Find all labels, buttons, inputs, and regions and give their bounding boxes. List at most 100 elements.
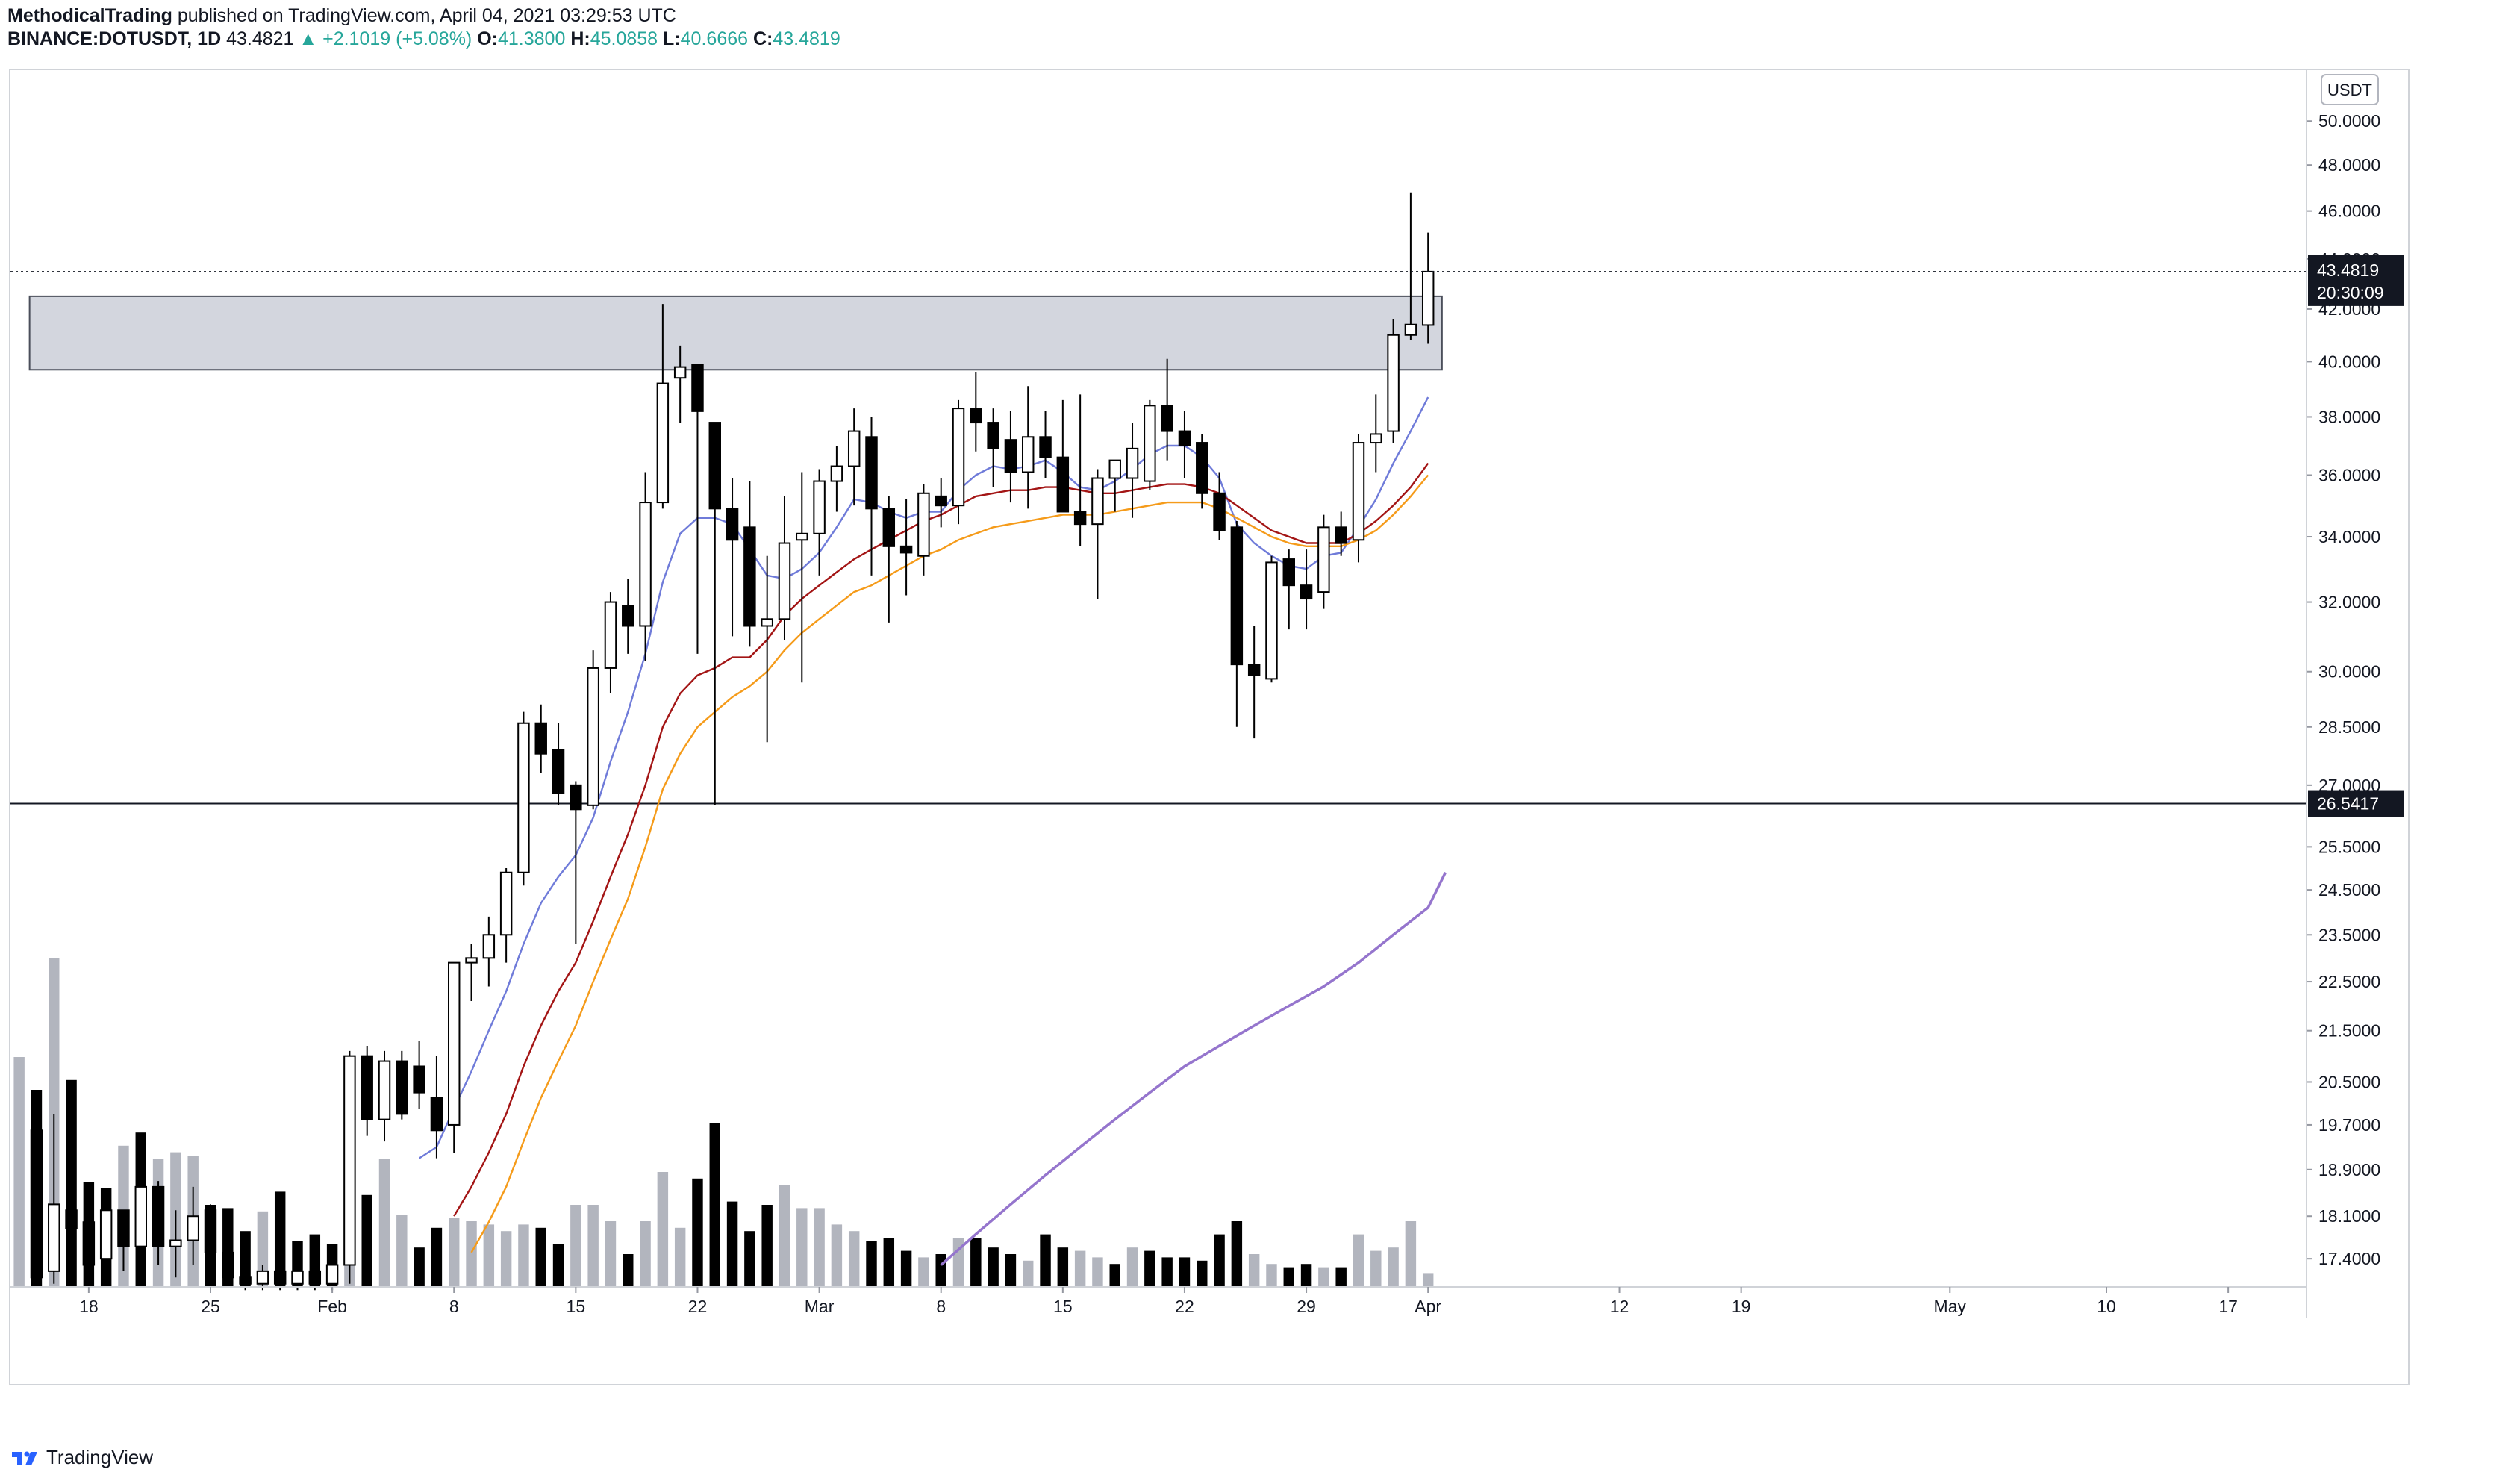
price-tick-label: 32.0000 bbox=[2318, 593, 2380, 612]
candle-body bbox=[1039, 436, 1052, 458]
chart-frame: USDT50.000048.000046.000044.000042.00004… bbox=[9, 69, 2410, 1385]
price-tick-label: 38.0000 bbox=[2318, 407, 2380, 426]
candle-body bbox=[1022, 436, 1035, 473]
time-tick-label: 8 bbox=[449, 1297, 459, 1316]
price-tick-label: 50.0000 bbox=[2318, 111, 2380, 131]
volume-bar bbox=[414, 1247, 425, 1287]
time-tick-label: Mar bbox=[805, 1297, 835, 1316]
price-tick-label: 17.4000 bbox=[2318, 1249, 2380, 1268]
candle-body bbox=[1247, 664, 1261, 676]
price-tick-label: 25.5000 bbox=[2318, 837, 2380, 856]
support-line-tag bbox=[2308, 790, 2404, 817]
candle-body bbox=[1213, 492, 1226, 531]
volume-bar bbox=[1109, 1264, 1120, 1287]
volume-bar bbox=[848, 1231, 860, 1287]
volume-bar bbox=[988, 1247, 999, 1287]
candle-body bbox=[1056, 456, 1070, 513]
volume-bar bbox=[535, 1227, 546, 1287]
price-tick-label: 40.0000 bbox=[2318, 352, 2380, 371]
price-tick-label: 48.0000 bbox=[2318, 155, 2380, 175]
volume-bar bbox=[1266, 1264, 1277, 1287]
volume-bar bbox=[1214, 1234, 1225, 1287]
volume-bar bbox=[1197, 1260, 1208, 1287]
symbol-name[interactable]: BINANCE:DOTUSDT, 1D bbox=[7, 28, 222, 49]
volume-bar bbox=[1092, 1257, 1103, 1287]
volume-bar bbox=[500, 1231, 512, 1287]
volume-bar bbox=[570, 1205, 581, 1287]
candle-body bbox=[430, 1097, 443, 1132]
moving-average-line bbox=[470, 474, 1429, 1253]
price-tick-label: 18.1000 bbox=[2318, 1206, 2380, 1226]
volume-bar bbox=[1353, 1234, 1364, 1287]
resistance-zone bbox=[28, 295, 1443, 371]
candle-body bbox=[378, 1060, 391, 1120]
time-tick-label: 8 bbox=[936, 1297, 946, 1316]
candle-body bbox=[691, 364, 704, 412]
candle-body bbox=[1108, 459, 1121, 479]
footer-brand[interactable]: TradingView bbox=[46, 1445, 154, 1468]
candle-body bbox=[865, 436, 878, 510]
candle-body bbox=[1196, 442, 1208, 494]
candle-body bbox=[65, 1209, 78, 1229]
time-tick-label: Feb bbox=[317, 1297, 347, 1316]
high-value: 45.0858 bbox=[590, 28, 658, 49]
volume-bar bbox=[1300, 1264, 1312, 1287]
volume-bar bbox=[779, 1185, 790, 1287]
price-tick-label: 28.5000 bbox=[2318, 717, 2380, 737]
volume-bar bbox=[692, 1178, 703, 1287]
candle-body bbox=[152, 1185, 165, 1247]
volume-bar bbox=[1023, 1260, 1034, 1287]
candle-body bbox=[639, 502, 652, 627]
volume-bar bbox=[361, 1194, 372, 1287]
candle-body bbox=[82, 1221, 96, 1266]
price-chart[interactable]: USDT50.000048.000046.000044.000042.00004… bbox=[10, 70, 2408, 1384]
candle-body bbox=[1178, 430, 1191, 446]
candle-body bbox=[970, 408, 982, 424]
volume-bar bbox=[1074, 1250, 1086, 1287]
price-tick-label: 22.5000 bbox=[2318, 972, 2380, 991]
candle-body bbox=[134, 1185, 147, 1247]
candle-body bbox=[30, 1129, 43, 1279]
candle-body bbox=[256, 1270, 269, 1285]
chart-header: MethodicalTrading published on TradingVi… bbox=[7, 4, 840, 57]
candle-body bbox=[847, 430, 861, 467]
candle-body bbox=[622, 605, 634, 627]
volume-bar bbox=[761, 1205, 773, 1287]
volume-bar bbox=[814, 1208, 825, 1287]
volume-bar bbox=[378, 1159, 390, 1287]
volume-bar bbox=[1370, 1250, 1382, 1287]
volume-bar bbox=[709, 1123, 720, 1287]
volume-bar bbox=[1335, 1267, 1347, 1287]
publisher-name[interactable]: MethodicalTrading bbox=[7, 5, 172, 26]
volume-bar bbox=[1318, 1267, 1329, 1287]
candle-body bbox=[1370, 433, 1382, 444]
volume-bar bbox=[623, 1254, 634, 1287]
candle-body bbox=[570, 784, 582, 811]
candle-body bbox=[743, 526, 756, 627]
volume-bar bbox=[1040, 1234, 1051, 1287]
candle-body bbox=[48, 1203, 60, 1272]
publish-line: MethodicalTrading published on TradingVi… bbox=[7, 4, 840, 27]
volume-bar bbox=[483, 1224, 495, 1287]
candle-body bbox=[952, 408, 965, 507]
price-tick-label: 46.0000 bbox=[2318, 202, 2380, 221]
candle-body bbox=[1230, 526, 1244, 666]
candle-body bbox=[1161, 405, 1173, 432]
candle-body bbox=[656, 382, 670, 504]
candle-body bbox=[917, 492, 930, 557]
low-label: L: bbox=[663, 28, 681, 49]
candle-body bbox=[396, 1060, 408, 1115]
volume-bar bbox=[1144, 1250, 1155, 1287]
last-price: 43.4821 bbox=[226, 28, 294, 49]
close-label: C: bbox=[752, 28, 773, 49]
tradingview-logo-icon[interactable] bbox=[10, 1447, 40, 1467]
volume-bar bbox=[970, 1238, 982, 1287]
moving-average-line bbox=[940, 871, 1447, 1266]
candle-body bbox=[1091, 477, 1104, 526]
candle-body bbox=[465, 957, 478, 964]
time-tick-label: 19 bbox=[1732, 1297, 1751, 1316]
time-tick-label: 22 bbox=[1175, 1297, 1194, 1316]
volume-bar bbox=[1005, 1254, 1017, 1287]
candle-body bbox=[899, 545, 913, 554]
volume-bar bbox=[587, 1205, 599, 1287]
